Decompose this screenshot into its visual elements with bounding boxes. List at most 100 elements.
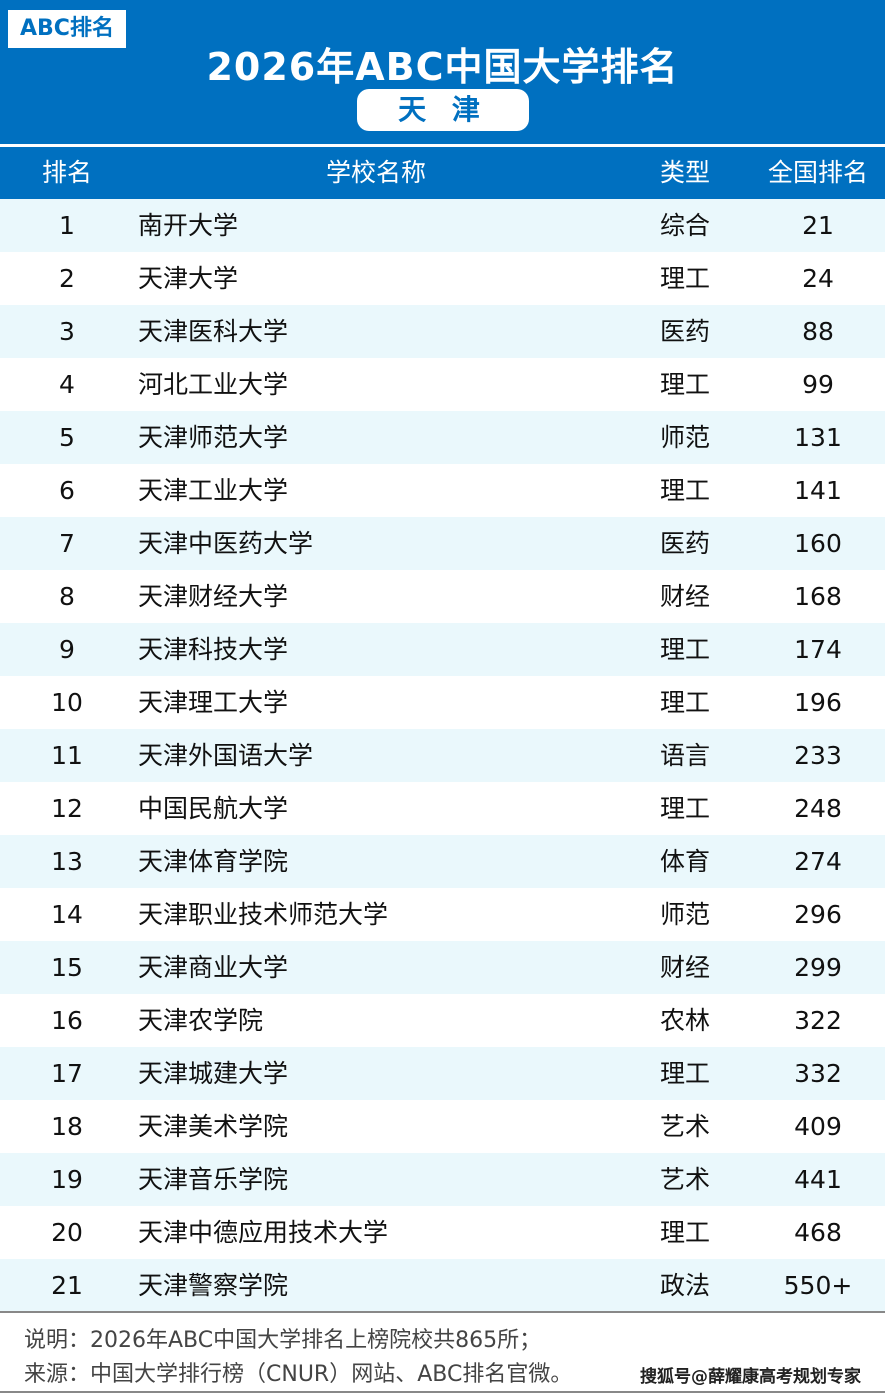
rank-cell: 11 xyxy=(51,741,83,770)
table-row: 18 天津美术学院 艺术 409 xyxy=(0,1100,885,1153)
table-row: 8 天津财经大学 财经 168 xyxy=(0,570,885,623)
col-type: 类型 xyxy=(659,158,710,187)
type-cell: 师范 xyxy=(659,900,710,929)
col-name: 学校名称 xyxy=(325,158,426,187)
national-rank-cell: 332 xyxy=(794,1059,842,1088)
national-rank-cell: 274 xyxy=(794,847,842,876)
rank-cell: 2 xyxy=(59,264,75,293)
name-cell: 天津科技大学 xyxy=(138,635,289,664)
table-row: 16 天津农学院 农林 322 xyxy=(0,994,885,1047)
name-cell: 天津中德应用技术大学 xyxy=(138,1218,389,1247)
table-row: 15 天津商业大学 财经 299 xyxy=(0,941,885,994)
divider xyxy=(0,1311,885,1313)
type-cell: 理工 xyxy=(659,1218,710,1247)
table-row: 7 天津中医药大学 医药 160 xyxy=(0,517,885,570)
name-cell: 天津商业大学 xyxy=(138,953,289,982)
rank-cell: 7 xyxy=(59,529,75,558)
type-cell: 艺术 xyxy=(659,1112,710,1141)
table-row: 4 河北工业大学 理工 99 xyxy=(0,358,885,411)
name-cell: 南开大学 xyxy=(138,211,239,240)
col-rank: 排名 xyxy=(41,158,92,187)
type-cell: 体育 xyxy=(659,847,710,876)
rank-cell: 21 xyxy=(51,1271,83,1300)
page-title: 2026年ABC中国大学排名 xyxy=(206,45,679,89)
table-row: 9 天津科技大学 理工 174 xyxy=(0,623,885,676)
national-rank-cell: 468 xyxy=(794,1218,842,1247)
national-rank-cell: 196 xyxy=(794,688,842,717)
region-badge: 天 津 xyxy=(357,89,529,131)
type-cell: 理工 xyxy=(659,688,710,717)
table-row: 13 天津体育学院 体育 274 xyxy=(0,835,885,888)
national-rank-cell: 99 xyxy=(802,370,834,399)
type-cell: 语言 xyxy=(659,741,710,770)
table-row: 19 天津音乐学院 艺术 441 xyxy=(0,1153,885,1206)
table-row: 17 天津城建大学 理工 332 xyxy=(0,1047,885,1100)
national-rank-cell: 168 xyxy=(794,582,842,611)
national-rank-cell: 24 xyxy=(802,264,834,293)
type-cell: 艺术 xyxy=(659,1165,710,1194)
name-cell: 天津警察学院 xyxy=(138,1271,289,1300)
name-cell: 天津职业技术师范大学 xyxy=(138,900,389,929)
national-rank-cell: 131 xyxy=(794,423,842,452)
rank-cell: 13 xyxy=(51,847,83,876)
national-rank-cell: 160 xyxy=(794,529,842,558)
rank-cell: 1 xyxy=(59,211,75,240)
name-cell: 天津财经大学 xyxy=(138,582,289,611)
divider xyxy=(0,1391,885,1393)
header-banner: ABC排名 2026年ABC中国大学排名 天 津 xyxy=(0,0,885,144)
name-cell: 天津美术学院 xyxy=(138,1112,289,1141)
rank-cell: 20 xyxy=(51,1218,83,1247)
type-cell: 农林 xyxy=(659,1006,710,1035)
rank-cell: 8 xyxy=(59,582,75,611)
table-row: 5 天津师范大学 师范 131 xyxy=(0,411,885,464)
type-cell: 医药 xyxy=(659,317,710,346)
national-rank-cell: 296 xyxy=(794,900,842,929)
type-cell: 理工 xyxy=(659,476,710,505)
national-rank-cell: 299 xyxy=(794,953,842,982)
type-cell: 财经 xyxy=(659,582,710,611)
abc-logo: ABC排名 xyxy=(8,10,126,48)
rank-cell: 16 xyxy=(51,1006,83,1035)
name-cell: 天津大学 xyxy=(138,264,239,293)
name-cell: 天津工业大学 xyxy=(138,476,289,505)
rank-cell: 9 xyxy=(59,635,75,664)
national-rank-cell: 322 xyxy=(794,1006,842,1035)
rank-cell: 17 xyxy=(51,1059,83,1088)
type-cell: 政法 xyxy=(659,1271,710,1300)
rank-cell: 10 xyxy=(51,688,83,717)
name-cell: 河北工业大学 xyxy=(138,370,289,399)
national-rank-cell: 21 xyxy=(802,211,834,240)
rank-cell: 15 xyxy=(51,953,83,982)
national-rank-cell: 550+ xyxy=(783,1271,853,1300)
name-cell: 天津外国语大学 xyxy=(138,741,314,770)
type-cell: 理工 xyxy=(659,1059,710,1088)
table-row: 21 天津警察学院 政法 550+ xyxy=(0,1259,885,1312)
rank-cell: 5 xyxy=(59,423,75,452)
name-cell: 天津体育学院 xyxy=(138,847,289,876)
national-rank-cell: 174 xyxy=(794,635,842,664)
type-cell: 财经 xyxy=(659,953,710,982)
rank-cell: 12 xyxy=(51,794,83,823)
name-cell: 天津农学院 xyxy=(138,1006,264,1035)
national-rank-cell: 141 xyxy=(794,476,842,505)
name-cell: 天津音乐学院 xyxy=(138,1165,289,1194)
national-rank-cell: 88 xyxy=(802,317,834,346)
table-row: 1 南开大学 综合 21 xyxy=(0,199,885,252)
table-row: 12 中国民航大学 理工 248 xyxy=(0,782,885,835)
table-row: 20 天津中德应用技术大学 理工 468 xyxy=(0,1206,885,1259)
rank-cell: 18 xyxy=(51,1112,83,1141)
type-cell: 理工 xyxy=(659,264,710,293)
type-cell: 理工 xyxy=(659,370,710,399)
name-cell: 天津理工大学 xyxy=(138,688,289,717)
table-header: 排名 学校名称 类型 全国排名 xyxy=(0,147,885,199)
type-cell: 理工 xyxy=(659,635,710,664)
name-cell: 天津师范大学 xyxy=(138,423,289,452)
rank-cell: 14 xyxy=(51,900,83,929)
rank-cell: 4 xyxy=(59,370,75,399)
table-row: 6 天津工业大学 理工 141 xyxy=(0,464,885,517)
type-cell: 综合 xyxy=(659,211,710,240)
table-row: 2 天津大学 理工 24 xyxy=(0,252,885,305)
rank-cell: 3 xyxy=(59,317,75,346)
national-rank-cell: 248 xyxy=(794,794,842,823)
table-row: 3 天津医科大学 医药 88 xyxy=(0,305,885,358)
